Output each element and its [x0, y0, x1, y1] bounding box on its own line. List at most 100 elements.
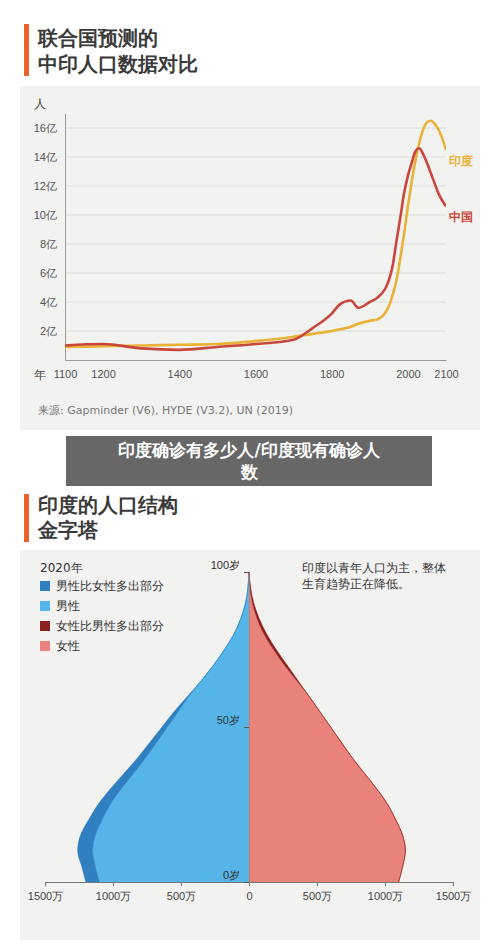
pyramid-area [249, 572, 405, 882]
tick-label: 6亿 [40, 267, 57, 279]
tick-mark [45, 882, 46, 886]
y-axis-title: 人 [34, 97, 46, 111]
tick-label: 14亿 [34, 151, 57, 163]
tick: 14亿 [34, 151, 65, 163]
grid-line [65, 157, 446, 158]
legend-swatch [40, 601, 50, 611]
tick-mark [113, 882, 114, 886]
chart-title-line: 印度的人口结构 [38, 493, 178, 517]
series-label: 印度 [449, 154, 473, 168]
grid [65, 128, 446, 331]
tick: 1600 [244, 360, 268, 380]
tick: 100岁 [211, 559, 249, 573]
legend: 2020年男性比女性多出部分男性女性比男性多出部分女性 [40, 561, 164, 653]
tick: 1500万 [28, 882, 63, 902]
chart-title: 印度的人口结构金字塔 [37, 493, 178, 542]
tick: 6亿 [40, 267, 65, 279]
tick: 16亿 [34, 122, 65, 134]
chart-title: 联合国预测的中印人口数据对比 [37, 26, 198, 76]
tick-label: 2100 [434, 368, 458, 380]
tick: 10亿 [34, 209, 65, 221]
chart-title-line: 中印人口数据对比 [38, 52, 198, 76]
legend-label: 男性比女性多出部分 [56, 579, 164, 593]
banner-text-line: 数 [240, 462, 259, 482]
tick: 1200 [91, 360, 115, 380]
chart-title-line: 联合国预测的 [37, 26, 158, 50]
annotation-line: 生育趋势正在降低。 [302, 577, 410, 591]
x-axis: 1100 1200 1400 1600 1800 2000 2100 [54, 360, 459, 380]
banner-text: 印度确诊有多少人/印度现有确诊人数 [118, 440, 380, 482]
legend-swatch [40, 581, 50, 591]
tick-label: 16亿 [34, 122, 57, 134]
tick-label: 1400 [168, 368, 192, 380]
line-chart: 2亿 4亿 6亿 8亿 10亿 12亿 14亿 16亿 1100 1200 1400 1600 1800… [34, 97, 473, 417]
source: 来源: Gapminder (V6), HYDE (V3.2), UN (201… [38, 404, 293, 417]
tick-mark [181, 882, 182, 886]
tick-label: 0岁 [223, 869, 240, 881]
accent-bar [24, 24, 29, 76]
lines [65, 121, 446, 350]
tick: 1000万 [96, 882, 131, 902]
tick-label: 1000万 [368, 890, 403, 902]
pyramid-chart: 1500万1000万500万0500万1000万1500万0岁50岁100岁20… [28, 559, 471, 902]
tick: 500万 [303, 882, 332, 902]
chart-title-line: 金字塔 [37, 518, 99, 542]
tick-mark [453, 882, 454, 886]
tick-label: 10亿 [34, 209, 57, 221]
grid-line [65, 186, 446, 187]
tick-mark [244, 882, 249, 883]
tick: 1000万 [368, 882, 403, 902]
tick-mark [385, 882, 386, 886]
pyramid-area [249, 572, 405, 882]
card [20, 550, 480, 940]
tick: 4亿 [40, 296, 65, 308]
tick: 2000 [396, 360, 420, 380]
banner-text-line: 印度确诊有多少人/印度现有确诊人 [118, 440, 380, 460]
tick-label: 8亿 [40, 238, 57, 250]
y-axis-line [65, 114, 66, 361]
tick-label: 12亿 [34, 180, 57, 192]
tick-label: 500万 [167, 890, 196, 902]
banner [66, 436, 432, 486]
series-line [65, 148, 446, 350]
grid-line [65, 215, 446, 216]
x-axis: 1500万 1000万 500万 0 500万 1000万 1500万 [28, 882, 471, 902]
tick-label: 4亿 [40, 296, 57, 308]
tick: 1400 [168, 360, 192, 380]
grid-line [65, 273, 446, 274]
tick: 1100 [54, 360, 78, 380]
tick-label: 1200 [91, 368, 115, 380]
tick-label: 1100 [54, 368, 78, 380]
tick: 0 [246, 882, 252, 902]
tick-mark [249, 882, 250, 886]
tick: 2亿 [40, 325, 65, 337]
legend-swatch [40, 621, 50, 631]
tick: 0岁 [223, 869, 249, 883]
tick-mark [244, 727, 249, 728]
tick: 12亿 [34, 180, 65, 192]
legend-label: 女性 [56, 639, 80, 653]
grid-line [65, 302, 446, 303]
tick: 8亿 [40, 238, 65, 250]
tick-label: 500万 [303, 890, 332, 902]
series-label: 中国 [449, 210, 473, 224]
tick-label: 2000 [396, 368, 420, 380]
tick-label: 1000万 [96, 890, 131, 902]
tick-label: 0 [246, 890, 252, 902]
age-axis: 0岁50岁100岁 [211, 559, 250, 883]
tick-label: 1500万 [436, 890, 471, 902]
tick-mark [317, 882, 318, 886]
series-line [65, 121, 446, 347]
tick: 1800 [320, 360, 344, 380]
tick-label: 2亿 [40, 325, 57, 337]
accent-bar [24, 494, 29, 542]
legend-title: 2020年 [40, 561, 83, 575]
tick-label: 100岁 [211, 559, 240, 571]
x-axis-line [66, 360, 447, 361]
tick: 500万 [167, 882, 196, 902]
tick: 2100 [434, 360, 458, 380]
x-axis-title: 年 [34, 368, 46, 382]
annotation: 印度以青年人口为主，整体生育趋势正在降低。 [302, 561, 446, 591]
grid-line [65, 244, 446, 245]
tick-mark [244, 572, 249, 573]
